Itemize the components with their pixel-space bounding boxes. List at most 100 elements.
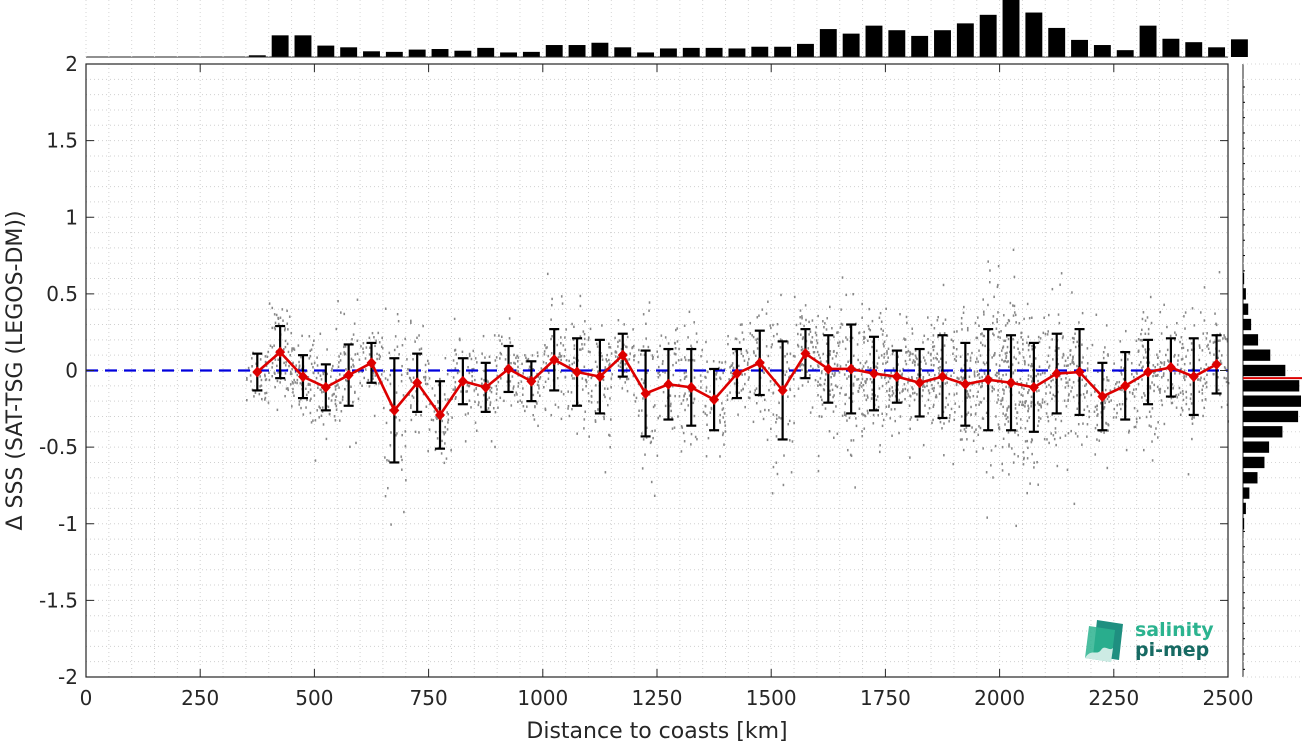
- scatter-point: [837, 344, 840, 347]
- scatter-point: [1026, 341, 1028, 344]
- scatter-point: [808, 320, 810, 324]
- scatter-point: [1055, 443, 1057, 447]
- scatter-point: [930, 359, 932, 362]
- scatter-point: [466, 384, 469, 387]
- scatter-point: [1115, 416, 1118, 419]
- scatter-point: [891, 434, 893, 437]
- scatter-point: [680, 425, 683, 428]
- scatter-point: [426, 359, 429, 363]
- scatter-point: [1151, 381, 1153, 384]
- scatter-point: [312, 343, 314, 347]
- scatter-point: [1141, 396, 1143, 399]
- scatter-point: [1109, 389, 1112, 392]
- scatter-point: [967, 395, 970, 398]
- scatter-point: [1205, 363, 1208, 366]
- scatter-point: [928, 391, 931, 395]
- scatter-point: [372, 371, 375, 375]
- scatter-point: [455, 353, 457, 356]
- scatter-point: [963, 377, 965, 380]
- scatter-point: [559, 354, 562, 357]
- scatter-point: [1128, 391, 1131, 394]
- scatter-point: [952, 462, 955, 466]
- scatter-point: [362, 342, 365, 345]
- scatter-point: [418, 348, 421, 351]
- scatter-point: [981, 343, 984, 347]
- scatter-point: [1060, 272, 1063, 275]
- top-histogram-bar: [682, 47, 700, 57]
- scatter-point: [849, 453, 852, 457]
- scatter-point: [962, 448, 965, 452]
- scatter-point: [814, 331, 817, 334]
- scatter-point: [565, 359, 568, 362]
- y-tick-labels: 21.510.50-0.5-1-1.5-2: [39, 52, 78, 689]
- scatter-point: [343, 353, 346, 356]
- scatter-point: [967, 392, 969, 396]
- scatter-point: [673, 426, 676, 429]
- scatter-point: [608, 433, 610, 437]
- scatter-point: [472, 349, 475, 353]
- scatter-point: [1082, 393, 1085, 396]
- scatter-point: [1223, 334, 1225, 337]
- scatter-point: [498, 334, 500, 337]
- scatter-point: [1031, 380, 1033, 383]
- scatter-point: [799, 309, 802, 312]
- scatter-point: [322, 370, 324, 373]
- scatter-point: [888, 393, 890, 397]
- scatter-point: [1047, 354, 1050, 357]
- scatter-point: [277, 358, 279, 361]
- scatter-point: [551, 335, 553, 338]
- scatter-point: [852, 384, 855, 387]
- y-tick-label: 2: [65, 52, 78, 76]
- scatter-point: [556, 377, 559, 380]
- scatter-point: [967, 352, 969, 356]
- scatter-point: [657, 376, 660, 379]
- scatter-point: [422, 324, 424, 328]
- scatter-point: [269, 344, 272, 347]
- scatter-point: [1121, 388, 1123, 392]
- scatter-point: [1029, 482, 1031, 485]
- scatter-point: [788, 439, 791, 442]
- scatter-point: [583, 332, 586, 336]
- scatter-point: [274, 321, 277, 325]
- scatter-point: [309, 411, 312, 415]
- scatter-point: [334, 402, 337, 406]
- scatter-point: [883, 352, 886, 356]
- scatter-point: [1002, 373, 1004, 377]
- scatter-point: [768, 367, 770, 370]
- scatter-point: [704, 412, 707, 415]
- scatter-point: [1002, 345, 1005, 348]
- mean-point: [252, 366, 263, 378]
- scatter-point: [965, 426, 968, 429]
- scatter-point: [937, 366, 940, 370]
- scatter-point: [608, 346, 610, 349]
- scatter-point: [1056, 464, 1059, 468]
- scatter-point: [474, 421, 477, 424]
- scatter-point: [788, 419, 791, 423]
- scatter-point: [470, 406, 472, 409]
- scatter-point: [916, 418, 919, 421]
- scatter-point: [607, 403, 609, 407]
- scatter-point: [852, 382, 855, 386]
- scatter-point: [938, 372, 940, 375]
- scatter-point: [801, 315, 803, 318]
- scatter-point: [1086, 390, 1088, 393]
- scatter-point: [501, 335, 503, 339]
- scatter-point: [831, 388, 834, 392]
- scatter-point: [578, 348, 581, 351]
- scatter-point: [871, 319, 874, 323]
- scatter-point: [1096, 414, 1098, 417]
- scatter-point: [1027, 391, 1029, 395]
- scatter-point: [387, 486, 389, 490]
- scatter-point: [1027, 335, 1030, 338]
- scatter-point: [772, 465, 775, 469]
- scatter-point: [732, 351, 735, 355]
- scatter-point: [1054, 427, 1057, 430]
- scatter-point: [1096, 438, 1098, 441]
- scatter-point: [931, 387, 934, 390]
- scatter-point: [539, 394, 541, 397]
- scatter-point: [742, 387, 744, 391]
- scatter-point: [721, 433, 724, 437]
- scatter-point: [833, 394, 835, 397]
- scatter-point: [821, 398, 823, 402]
- scatter-point: [987, 303, 989, 307]
